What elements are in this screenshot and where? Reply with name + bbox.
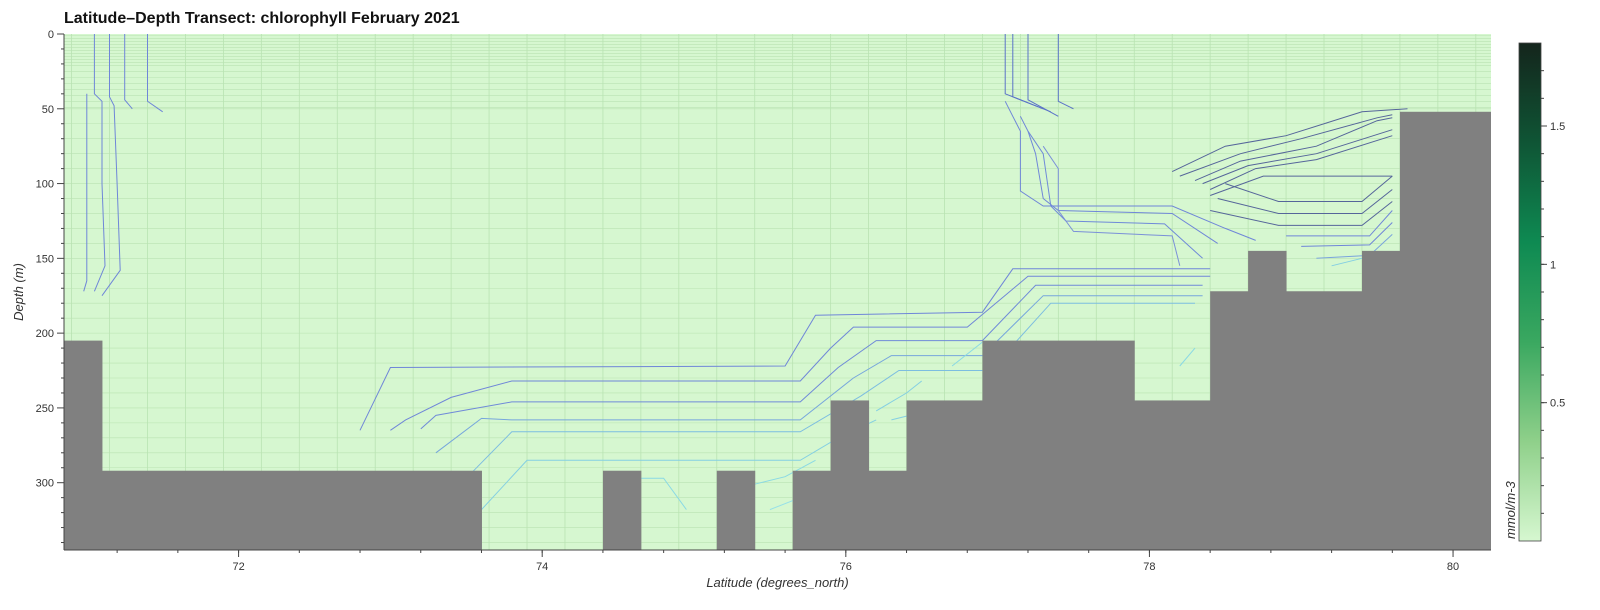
contour-line [875, 380, 923, 412]
seafloor-block [982, 340, 1135, 550]
colorbar-tick-label: 0.5 [1550, 398, 1565, 410]
x-tick-label: 76 [840, 561, 852, 573]
contour-line [435, 295, 1203, 454]
contour-line [147, 34, 163, 113]
seafloor-block [1361, 250, 1401, 550]
contour-line [1210, 201, 1393, 226]
seafloor-block [1248, 250, 1287, 550]
seafloor-block [1286, 291, 1363, 550]
contour-line [124, 34, 133, 110]
contour-line [1301, 222, 1393, 247]
x-tick-label: 78 [1143, 561, 1155, 573]
seafloor-block [830, 400, 870, 550]
contour-line [1331, 257, 1363, 267]
x-tick-label: 74 [536, 561, 548, 573]
seafloor-mask [64, 111, 1491, 550]
contour-line [1225, 175, 1393, 202]
y-tick-label: 300 [36, 478, 54, 490]
seafloor-block [906, 400, 983, 550]
contour-line [83, 93, 88, 292]
axes: 72 74 76 78 80 0 50 100 150 200 250 300 [36, 29, 1491, 573]
seafloor-block [1210, 291, 1249, 550]
contour-line [1217, 189, 1393, 214]
colorbar-label: mmol/m-3 [1503, 480, 1518, 539]
colorbar-gradient [1518, 42, 1542, 542]
y-tick-label: 250 [36, 403, 54, 415]
contour-line [1179, 114, 1393, 177]
y-tick-label: 100 [36, 179, 54, 191]
contour-line [359, 268, 1211, 431]
contour-line [1012, 34, 1051, 113]
contour-line [101, 34, 121, 296]
contour-line [1027, 34, 1059, 117]
seafloor-block [716, 470, 756, 550]
contour-line [1210, 175, 1393, 196]
contour-line [1194, 117, 1393, 182]
x-tick-label: 80 [1447, 561, 1459, 573]
y-tick-label: 0 [48, 29, 54, 41]
y-tick-label: 200 [36, 328, 54, 340]
contour-line [633, 477, 687, 510]
y-axis-label: Depth (m) [11, 263, 26, 321]
contour-line [93, 34, 106, 292]
seafloor-block [101, 470, 482, 550]
contour-line [1286, 210, 1393, 237]
seafloor-block [792, 470, 832, 550]
contour-line [1202, 129, 1393, 185]
x-tick-label: 72 [232, 561, 244, 573]
y-tick-label: 50 [42, 104, 54, 116]
contour-line [951, 341, 983, 367]
contour-line [390, 275, 1211, 431]
seafloor-block [1134, 400, 1211, 550]
contour-line [1042, 145, 1181, 266]
chart-title: Latitude–Depth Transect: chlorophyll Feb… [64, 10, 460, 27]
contour-line [1171, 108, 1408, 173]
contour-lines [83, 34, 1408, 511]
contour-line [1209, 135, 1393, 190]
contour-line [1004, 101, 1256, 241]
y-tick-label: 150 [36, 253, 54, 265]
contour-line [1057, 34, 1074, 110]
x-axis-label: Latitude (degrees_north) [706, 575, 848, 590]
colorbar-tick-label: 1 [1550, 259, 1556, 271]
colorbar: 0.5 1 1.5 [1518, 42, 1565, 542]
seafloor-block [1399, 111, 1491, 550]
seafloor-block [64, 340, 103, 550]
contour-line [1179, 347, 1196, 367]
contour-line [465, 302, 1195, 479]
seafloor-block [868, 470, 908, 550]
contour-line [1027, 130, 1203, 259]
colorbar-tick-label: 1.5 [1550, 121, 1565, 133]
contour-line [420, 284, 1203, 430]
seafloor-block [602, 470, 642, 550]
contour-line [754, 459, 816, 485]
